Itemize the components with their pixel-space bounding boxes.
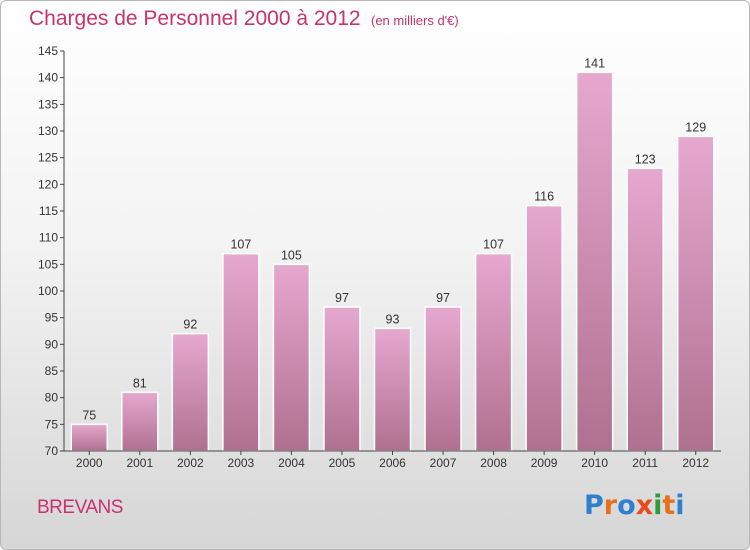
x-tick-label: 2001	[126, 456, 153, 470]
x-tick-label: 2007	[430, 456, 457, 470]
bar-2011	[626, 167, 664, 452]
bar-value-label: 105	[281, 248, 302, 262]
bar-2002	[171, 332, 210, 452]
x-tick-label: 2004	[278, 456, 305, 470]
x-tick-label: 2005	[329, 456, 356, 470]
bar-2000	[70, 423, 109, 452]
x-tick-label: 2002	[177, 456, 204, 470]
logo-letter: x	[635, 490, 654, 521]
y-tick-label: 125	[38, 151, 58, 165]
proxiti-logo[interactable]: Proxiti	[584, 490, 685, 521]
x-tick-label: 2003	[228, 456, 255, 470]
bars: 75 81 92 107 105 97 93 97 107 116 141 123 129	[70, 56, 715, 452]
y-axis: 70 75 80 85 90 95 100 105 110 115 120 125 130 135 140 1…	[38, 44, 65, 458]
bar-value-label: 97	[335, 291, 349, 305]
bar-value-label: 141	[584, 56, 605, 70]
y-tick-label: 75	[45, 417, 59, 431]
bar-2007	[424, 306, 462, 452]
bar-value-label: 97	[436, 291, 450, 305]
x-axis: 2000 2001 2002 2003 2004 2005 2006 2007 2008 2009…	[64, 450, 721, 470]
y-tick-label: 70	[45, 444, 59, 458]
y-tick-label: 110	[39, 231, 58, 245]
y-tick-label: 105	[38, 257, 58, 271]
logo-letter: r	[603, 490, 618, 521]
y-tick-label: 85	[45, 364, 59, 378]
x-tick-label: 2010	[581, 456, 608, 470]
y-tick-label: 115	[39, 204, 58, 218]
y-tick-label: 90	[45, 337, 59, 351]
y-tick-label: 145	[38, 44, 58, 58]
bar-2006	[373, 327, 412, 452]
bar-2010	[575, 71, 614, 452]
y-tick-label: 130	[38, 124, 58, 138]
x-tick-label: 2008	[480, 456, 507, 470]
logo-letter: i	[653, 490, 663, 521]
x-tick-label: 2009	[531, 456, 558, 470]
bar-2009	[525, 204, 563, 452]
chart-title: Charges de Personnel 2000 à 2012	[29, 7, 361, 30]
bar-value-label: 93	[386, 312, 400, 326]
logo-letter: t	[662, 490, 676, 521]
y-tick-label: 100	[38, 284, 58, 298]
y-tick-label: 140	[38, 71, 58, 85]
bar-2004	[272, 263, 311, 452]
chart-subtitle: (en milliers d'€)	[371, 13, 459, 28]
y-tick-label: 120	[38, 177, 58, 191]
x-tick-label: 2000	[76, 456, 103, 470]
x-tick-label: 2011	[632, 456, 658, 470]
x-tick-label: 2012	[682, 456, 709, 470]
bar-2001	[121, 391, 159, 452]
bar-value-label: 123	[635, 152, 656, 166]
logo-letter: o	[617, 490, 636, 521]
y-tick-label: 135	[38, 97, 58, 111]
bar-value-label: 107	[483, 238, 504, 252]
y-tick-label: 80	[45, 391, 59, 405]
bar-2008	[474, 252, 513, 452]
logo-letter: P	[584, 490, 604, 521]
bar-value-label: 81	[133, 376, 147, 390]
bar-value-label: 116	[534, 190, 554, 204]
bar-value-label: 107	[230, 238, 251, 252]
logo-letter: i	[675, 490, 685, 521]
bar-value-label: 92	[183, 318, 197, 332]
bar-2003	[222, 252, 260, 452]
x-tick-label: 2006	[379, 456, 406, 470]
bar-value-label: 129	[685, 120, 706, 134]
bar-2005	[323, 306, 361, 452]
bar-value-label: 75	[82, 408, 96, 422]
bar-2012	[676, 135, 715, 452]
y-tick-label: 95	[45, 311, 59, 325]
commune-name: BREVANS	[37, 497, 123, 518]
